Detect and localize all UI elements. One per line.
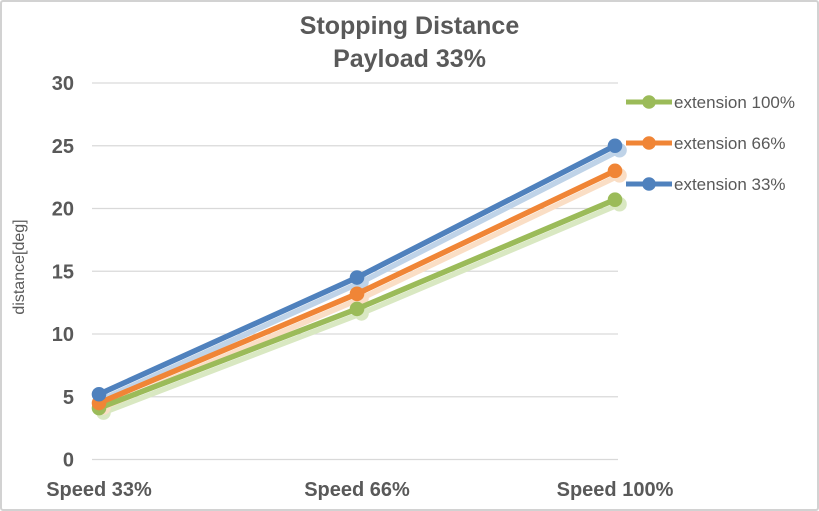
y-axis-title: distance[deg] bbox=[11, 219, 28, 314]
series-extension-33 bbox=[91, 138, 623, 402]
x-category-label: Speed 100% bbox=[557, 479, 674, 501]
series-extension-66 bbox=[91, 163, 623, 411]
legend-label: extension 33% bbox=[674, 175, 786, 194]
series-extension-100 bbox=[91, 192, 623, 416]
legend-marker-dot bbox=[642, 177, 656, 191]
legend-item-extension-33: extension 33% bbox=[626, 175, 786, 194]
y-tick-label: 0 bbox=[63, 450, 74, 472]
legend-item-extension-100: extension 100% bbox=[626, 93, 795, 112]
y-tick-label: 10 bbox=[52, 324, 74, 346]
legend-marker-dot bbox=[642, 95, 656, 109]
y-tick-label: 5 bbox=[63, 387, 74, 409]
y-tick-label: 25 bbox=[52, 136, 74, 158]
data-point-marker bbox=[349, 286, 365, 302]
data-point-marker bbox=[91, 386, 107, 402]
legend-label: extension 100% bbox=[674, 93, 795, 112]
legend-item-extension-66: extension 66% bbox=[626, 134, 786, 153]
y-tick-label: 15 bbox=[52, 261, 74, 283]
series-line-extension-33 bbox=[96, 143, 618, 397]
data-point-marker bbox=[349, 270, 365, 285]
data-point-marker bbox=[607, 138, 623, 154]
x-category-label: Speed 33% bbox=[46, 479, 152, 501]
y-tick-label: 20 bbox=[52, 199, 74, 221]
legend-label: extension 66% bbox=[674, 134, 786, 153]
data-point-marker bbox=[607, 192, 623, 208]
legend-marker-dot bbox=[642, 136, 656, 150]
y-tick-label: 30 bbox=[52, 73, 74, 95]
data-point-marker bbox=[607, 163, 623, 179]
data-point-marker bbox=[349, 301, 365, 317]
x-category-label: Speed 66% bbox=[304, 479, 410, 501]
